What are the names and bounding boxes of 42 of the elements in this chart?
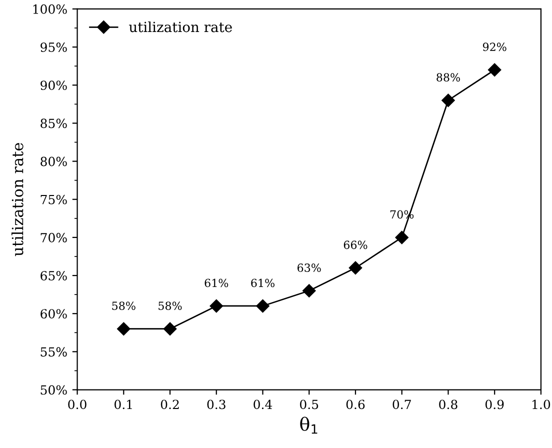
point [163, 322, 177, 336]
x-tick-label: 0.5 [300, 400, 318, 410]
y-tick-label: 65% [40, 270, 67, 280]
y-tick-label: 90% [40, 80, 67, 90]
data-label: 92% [482, 42, 506, 52]
point [117, 322, 130, 336]
point [210, 299, 223, 313]
legend-label: utilization rate [129, 21, 232, 32]
data-label: 58% [158, 302, 182, 310]
y-tick-label: 55% [40, 347, 67, 357]
point [256, 299, 270, 313]
data-label: 63% [298, 264, 321, 272]
y-tick-label: 100% [33, 4, 67, 14]
x-tick-label: 0.9 [485, 400, 504, 410]
y-tick-label: 75% [40, 194, 67, 204]
data-label: 61% [204, 278, 228, 288]
y-tick-label: 80% [40, 156, 67, 166]
y-tick-label: 60% [40, 309, 67, 319]
x-tick-label: 0.7 [392, 400, 411, 410]
data-label: 61% [251, 278, 274, 288]
x-tick-label: 0.1 [114, 400, 132, 410]
x-tick-label: 1.0 [532, 400, 550, 410]
x-tick-label: 0.0 [68, 400, 86, 410]
data-label: 66% [344, 240, 368, 250]
x-tick-label: 0.8 [439, 400, 458, 410]
point [348, 261, 362, 274]
y-tick-label: 95% [40, 42, 67, 52]
x-axis-title: θ$_{1}$ [300, 416, 318, 434]
y-tick-label: 85% [40, 118, 67, 128]
data-label: 88% [436, 73, 460, 82]
point [442, 94, 455, 107]
point [302, 284, 316, 298]
x-tick-label: 0.6 [346, 400, 365, 410]
y-axis-title: utilization rate [11, 142, 24, 256]
point [395, 230, 408, 244]
x-tick-label: 0.4 [254, 400, 272, 410]
x-tick-label: 0.2 [160, 400, 179, 410]
data-label: 58% [112, 302, 136, 310]
y-tick-label: 50% [40, 385, 67, 395]
point [488, 63, 502, 76]
y-tick-label: 70% [40, 232, 67, 242]
x-tick-label: 0.3 [207, 400, 226, 410]
